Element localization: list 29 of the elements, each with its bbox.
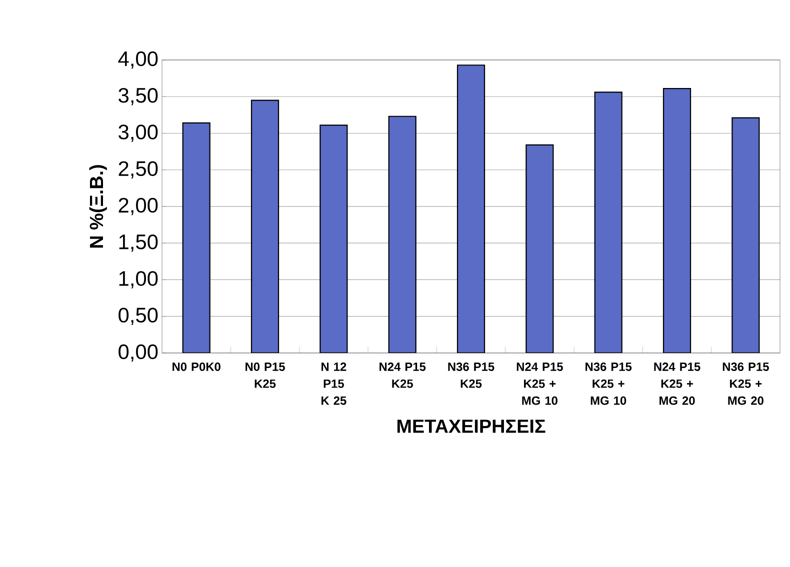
y-tick-label: 3,00 [118,124,158,142]
bar [250,100,280,353]
y-tick-label: 0,00 [118,344,158,362]
x-tick-label: N 12 P15 K 25 [322,362,346,405]
y-tick-label: 1,00 [119,271,158,288]
bar [526,144,554,353]
bar [388,116,416,353]
bar [456,64,486,353]
x-tick-label: N36 P15 K25 + MG 10 [586,362,632,405]
y-tick-label: 3,50 [118,88,158,106]
y-tick-label: 2,50 [118,161,158,178]
bar [662,88,692,353]
x-tick-label: N36 P15 K25 [448,362,494,388]
x-tick-label: N0 P15 K25 [246,362,285,388]
y-tick-label: 4,00 [118,51,158,69]
x-tick-label: N24 P15 K25 [380,362,426,388]
bar [732,117,760,353]
x-tick-label: N0 P0K0 [172,362,220,371]
x-tick-label: N24 P15 K25 + MG 20 [654,362,700,405]
y-tick-label: 0,50 [118,308,158,325]
y-tick-label: 1,50 [119,234,158,252]
bar [594,92,622,353]
bar [320,124,348,353]
x-tick-label: N36 P15 K25 + MG 20 [722,362,769,405]
bar [182,122,210,353]
x-tick-label: N24 P15 K25 + MG 10 [516,362,563,405]
y-tick-label: 2,00 [118,198,158,216]
x-axis-title: ΜΕΤΑΧΕΙΡΗΣΕΙΣ [397,420,546,433]
y-axis-title: N %(Ξ.Β.) [89,165,107,248]
